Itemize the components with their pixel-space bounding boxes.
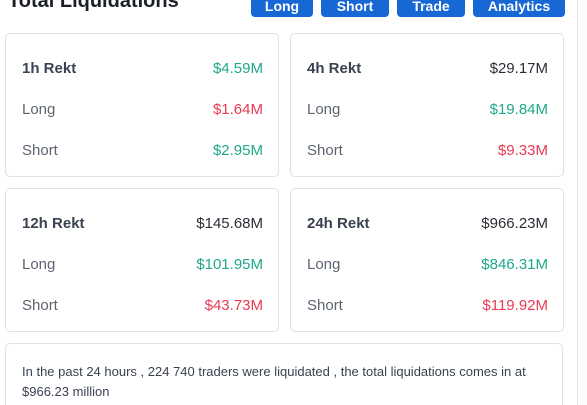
long-value: $846.31M — [481, 255, 548, 273]
card-total-value: $4.59M — [212, 59, 263, 77]
long-row: Long $846.31M — [307, 254, 548, 274]
card-header-row: 4h Rekt $29.17M — [307, 58, 548, 78]
short-label: Short — [22, 141, 58, 159]
long-button[interactable]: Long — [251, 0, 313, 17]
long-row: Long $101.95M — [22, 254, 263, 274]
short-label: Short — [22, 296, 58, 314]
trade-button[interactable]: Trade — [397, 0, 465, 17]
card-header-row: 1h Rekt $4.59M — [22, 58, 263, 78]
short-label: Short — [307, 296, 343, 314]
short-row: Short $2.95M — [22, 140, 263, 160]
card-header-row: 12h Rekt $145.68M — [22, 213, 263, 233]
card-4h-rekt: 4h Rekt $29.17M Long $19.84M Short $9.33… — [290, 33, 564, 177]
page-scrollbar[interactable] — [577, 0, 587, 405]
liquidation-summary: In the past 24 hours , 224 740 traders w… — [5, 343, 563, 405]
short-value: $119.92M — [482, 296, 548, 314]
long-label: Long — [22, 255, 56, 273]
analytics-button[interactable]: Analytics — [473, 0, 565, 17]
card-title: 24h Rekt — [307, 214, 370, 232]
summary-text: In the past 24 hours , 224 740 traders w… — [22, 364, 526, 399]
long-label: Long — [307, 100, 341, 118]
long-value: $1.64M — [212, 100, 263, 118]
short-row: Short $119.92M — [307, 295, 548, 315]
card-12h-rekt: 12h Rekt $145.68M Long $101.95M Short $4… — [5, 188, 279, 332]
card-title: 1h Rekt — [22, 59, 77, 77]
long-row: Long $1.64M — [22, 99, 263, 119]
long-label: Long — [22, 100, 56, 118]
long-value: $19.84M — [489, 100, 548, 118]
long-row: Long $19.84M — [307, 99, 548, 119]
card-total-value: $145.68M — [196, 214, 263, 232]
card-24h-rekt: 24h Rekt $966.23M Long $846.31M Short $1… — [290, 188, 564, 332]
short-button[interactable]: Short — [321, 0, 389, 17]
card-header-row: 24h Rekt $966.23M — [307, 213, 548, 233]
card-title: 4h Rekt — [307, 59, 362, 77]
long-value: $101.95M — [196, 255, 263, 273]
short-value: $2.95M — [212, 141, 263, 159]
short-row: Short $9.33M — [307, 140, 548, 160]
card-1h-rekt: 1h Rekt $4.59M Long $1.64M Short $2.95M — [5, 33, 279, 177]
page-title: Total Liquidations — [8, 0, 179, 12]
short-label: Short — [307, 141, 343, 159]
card-total-value: $966.23M — [481, 214, 548, 232]
short-value: $9.33M — [497, 141, 548, 159]
short-row: Short $43.73M — [22, 295, 263, 315]
card-title: 12h Rekt — [22, 214, 85, 232]
long-label: Long — [307, 255, 341, 273]
card-total-value: $29.17M — [489, 59, 548, 77]
short-value: $43.73M — [204, 296, 263, 314]
